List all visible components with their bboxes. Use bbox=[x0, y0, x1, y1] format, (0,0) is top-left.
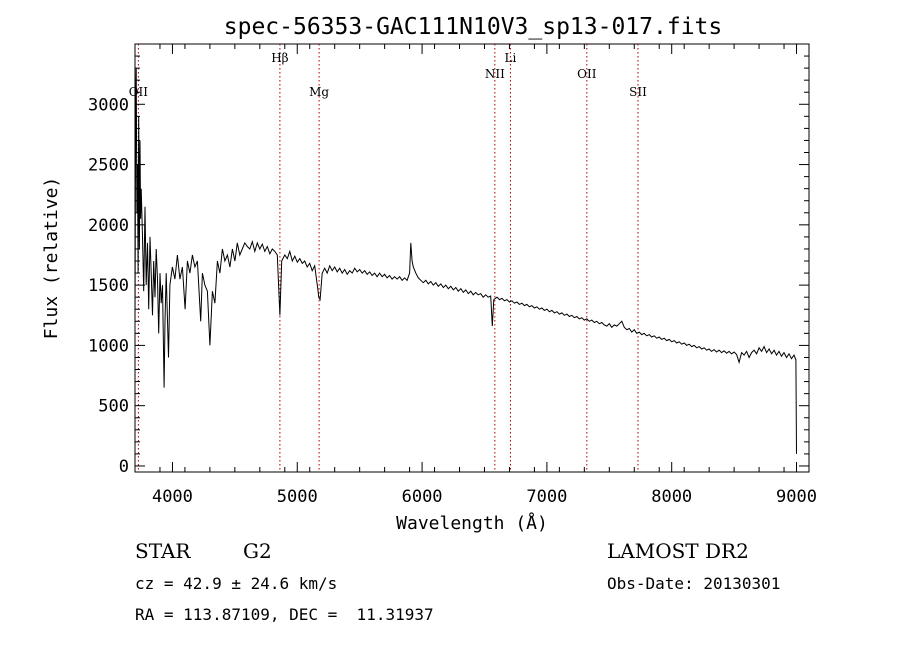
line-marker-label: Hβ bbox=[271, 51, 288, 65]
x-axis-label: Wavelength (Å) bbox=[396, 512, 548, 534]
line-marker-label: Mg bbox=[309, 85, 329, 99]
line-marker-label: NII bbox=[485, 67, 505, 81]
survey-name: LAMOST DR2 bbox=[607, 539, 749, 563]
y-tick-label: 1000 bbox=[88, 336, 129, 356]
x-tick-label: 7000 bbox=[526, 487, 567, 507]
plot-frame bbox=[134, 43, 810, 473]
x-axis-ticks: 4000 5000 6000 7000 8000 9000 bbox=[134, 44, 817, 507]
redshift-text: cz = 42.9 ± 24.6 km/s bbox=[135, 574, 337, 593]
y-tick-label: 0 bbox=[119, 457, 129, 477]
x-tick-label: 5000 bbox=[277, 487, 318, 507]
y-axis-ticks: 0 500 1000 1500 2000 2500 3000 bbox=[88, 55, 809, 477]
x-tick-label: 6000 bbox=[402, 487, 443, 507]
y-tick-label: 2000 bbox=[88, 216, 129, 236]
obs-date-text: Obs-Date: 20130301 bbox=[607, 574, 780, 593]
line-marker-label: Li bbox=[505, 51, 517, 65]
spectrum-line bbox=[134, 68, 797, 454]
y-tick-label: 2500 bbox=[88, 156, 129, 176]
y-axis-label: Flux (relative) bbox=[41, 177, 62, 340]
line-marker-label: SII bbox=[629, 85, 647, 99]
y-tick-label: 1500 bbox=[88, 276, 129, 296]
object-class: STAR bbox=[135, 539, 191, 563]
object-subclass: G2 bbox=[243, 539, 272, 563]
chart-title: spec-56353-GAC111N10V3_sp13-017.fits bbox=[224, 14, 723, 40]
y-tick-label: 3000 bbox=[88, 95, 129, 115]
line-marker-label: OII bbox=[577, 67, 597, 81]
x-tick-label: 8000 bbox=[651, 487, 692, 507]
x-tick-label: 9000 bbox=[776, 487, 817, 507]
ra-dec-text: RA = 113.87109, DEC = 11.31937 bbox=[135, 605, 434, 624]
y-tick-label: 500 bbox=[98, 397, 129, 417]
x-tick-label: 4000 bbox=[152, 487, 193, 507]
